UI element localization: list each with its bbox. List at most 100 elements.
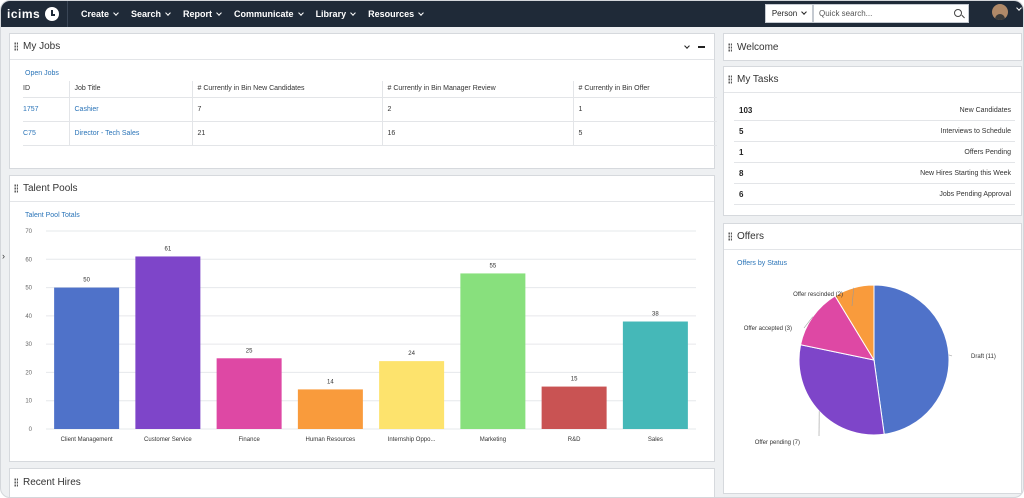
bar[interactable] — [460, 273, 526, 429]
data-label: 15 — [571, 377, 578, 383]
drag-handle-icon[interactable] — [14, 42, 18, 51]
pie-label: Offer accepted (3) — [744, 326, 792, 332]
chevron-down-icon — [216, 9, 222, 16]
column-header[interactable]: Job Title — [68, 81, 192, 98]
task-item[interactable]: 6 Jobs Pending Approval — [734, 184, 1015, 205]
talent-pools-panel: Talent Pools Talent Pool Totals 0 10 20 30 4… — [9, 175, 715, 462]
chevron-down-icon — [113, 9, 119, 16]
y-tick-label: 0 — [29, 427, 33, 433]
y-tick-label: 60 — [25, 257, 32, 263]
offers-by-status-link[interactable]: Offers by Status — [737, 260, 788, 267]
x-tick-label: Human Resources — [306, 437, 356, 443]
search-icon[interactable] — [954, 9, 962, 17]
offer-count: 5 — [572, 121, 717, 146]
drag-handle-icon[interactable] — [728, 42, 732, 52]
pie-leader-line — [803, 316, 813, 329]
panel-title: Talent Pools — [23, 183, 78, 194]
drag-handle-icon[interactable] — [728, 232, 732, 241]
x-tick-label: Sales — [648, 437, 663, 443]
pie-slice[interactable] — [799, 295, 876, 361]
avatar[interactable] — [992, 4, 1008, 20]
chevron-down-icon — [801, 9, 808, 15]
recent-history-icon[interactable] — [45, 7, 59, 21]
chevron-down-icon — [165, 9, 171, 16]
talent-pool-totals-link[interactable]: Talent Pool Totals — [25, 212, 80, 219]
bar[interactable] — [216, 358, 282, 429]
quick-search-input[interactable] — [819, 9, 949, 18]
job-id-link[interactable]: 1757 — [23, 97, 69, 122]
bar[interactable] — [622, 321, 688, 429]
chevron-right-icon[interactable]: › — [2, 251, 5, 261]
app-logo[interactable]: icims — [7, 7, 41, 21]
panel-header: Recent Hires — [10, 469, 714, 495]
column-header[interactable]: # Currently in Bin Offer — [572, 81, 717, 98]
y-tick-label: 40 — [25, 314, 32, 320]
manager-review-count: 16 — [381, 121, 573, 146]
jobs-table: ID Job Title # Currently in Bin New Cand… — [23, 81, 717, 146]
quick-search-box — [813, 4, 969, 23]
bar[interactable] — [541, 386, 607, 429]
job-title-link[interactable]: Director - Tech Sales — [68, 121, 192, 146]
job-title-link[interactable]: Cashier — [68, 97, 192, 122]
nav-library[interactable]: Library — [316, 9, 356, 19]
panel-header: Welcome — [724, 34, 1021, 60]
task-label: New Candidates — [959, 106, 1011, 114]
nav-report[interactable]: Report — [183, 9, 222, 19]
y-tick-label: 70 — [25, 229, 32, 235]
x-tick-label: R&D — [568, 437, 581, 443]
drag-handle-icon[interactable] — [728, 75, 732, 84]
panel-title: Recent Hires — [23, 476, 81, 488]
panel-header: Offers — [724, 224, 1021, 250]
task-count: 6 — [739, 189, 744, 199]
nav-search-label: Search — [131, 9, 162, 19]
chevron-down-icon[interactable] — [1016, 5, 1022, 11]
open-jobs-link[interactable]: Open Jobs — [25, 70, 59, 77]
drag-handle-icon[interactable] — [14, 184, 18, 193]
task-label: Jobs Pending Approval — [939, 190, 1011, 198]
column-header[interactable]: # Currently in Bin Manager Review — [381, 81, 573, 98]
my-tasks-panel: My Tasks 103 New Candidates 5 Interviews t… — [723, 66, 1022, 216]
data-label: 61 — [165, 246, 172, 252]
pie-slice[interactable] — [834, 284, 875, 362]
y-tick-label: 50 — [25, 286, 32, 292]
welcome-panel: Welcome — [723, 33, 1022, 61]
table-row: 1757 Cashier 7 2 1 — [23, 97, 717, 122]
manager-review-count: 2 — [381, 97, 573, 122]
offer-count: 1 — [572, 97, 717, 122]
bar[interactable] — [379, 361, 445, 429]
task-label: New Hires Starting this Week — [920, 169, 1011, 177]
x-tick-label: Marketing — [480, 437, 506, 443]
drag-handle-icon[interactable] — [14, 477, 18, 487]
search-type-select[interactable]: Person — [765, 4, 813, 23]
nav-search[interactable]: Search — [131, 9, 171, 19]
minimize-icon[interactable] — [698, 46, 705, 48]
pie-slice[interactable] — [798, 344, 885, 436]
bar[interactable] — [135, 256, 201, 429]
task-item[interactable]: 8 New Hires Starting this Week — [734, 163, 1015, 184]
nav-resources[interactable]: Resources — [368, 9, 424, 19]
y-tick-label: 30 — [25, 342, 32, 348]
task-item[interactable]: 103 New Candidates — [734, 100, 1015, 121]
x-tick-label: Client Management — [61, 437, 113, 443]
task-count: 8 — [739, 168, 744, 178]
task-label: Interviews to Schedule — [940, 127, 1011, 135]
column-header[interactable]: # Currently in Bin New Candidates — [191, 81, 382, 98]
talent-pool-bar-chart: 0 10 20 30 40 50 60 70 50 Client Management 61 Cust… — [25, 229, 696, 443]
nav-create[interactable]: Create — [81, 9, 119, 19]
data-label: 55 — [490, 263, 497, 269]
offers-panel: Offers Offers by Status Draft (11) Offer … — [723, 223, 1022, 494]
panel-header: Talent Pools — [10, 176, 714, 202]
task-count: 103 — [739, 105, 753, 115]
job-id-link[interactable]: C75 — [23, 121, 69, 146]
y-tick-label: 20 — [25, 370, 32, 376]
bar[interactable] — [297, 389, 363, 429]
bar[interactable] — [54, 287, 120, 429]
nav-communicate[interactable]: Communicate — [234, 9, 304, 19]
collapse-chevron-icon[interactable] — [680, 40, 690, 50]
task-item[interactable]: 5 Interviews to Schedule — [734, 121, 1015, 142]
search-type-value: Person — [771, 9, 798, 18]
task-item[interactable]: 1 Offers Pending — [734, 142, 1015, 163]
y-tick-label: 10 — [25, 399, 32, 405]
pie-slice[interactable] — [873, 284, 950, 435]
column-header[interactable]: ID — [23, 81, 69, 98]
